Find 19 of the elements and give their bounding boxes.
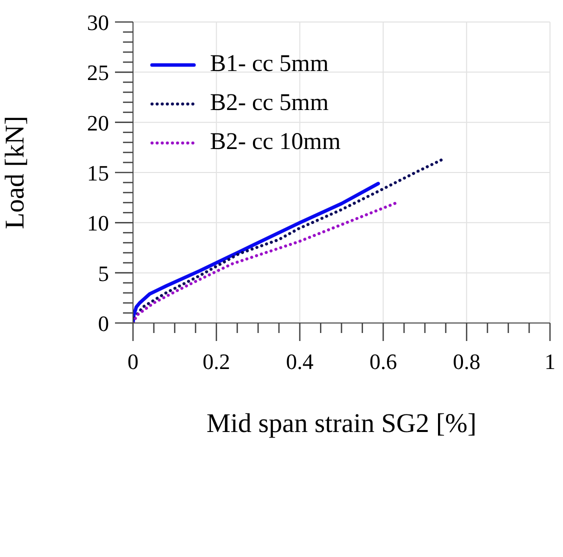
x-tick-label: 0.8 xyxy=(452,349,480,374)
legend-label: B2- cc 10mm xyxy=(210,129,341,156)
legend-label: B2- cc 5mm xyxy=(210,90,329,117)
x-tick-label: 0.6 xyxy=(369,349,397,374)
y-tick-label: 0 xyxy=(98,311,109,336)
x-tick-label: 0.4 xyxy=(286,349,314,374)
y-tick-label: 5 xyxy=(98,260,109,286)
legend-label: B1- cc 5mm xyxy=(210,51,329,78)
y-tick-label: 25 xyxy=(87,60,109,86)
y-tick-label: 30 xyxy=(87,10,109,35)
x-tick-label: 0.2 xyxy=(202,349,230,374)
y-tick-label: 20 xyxy=(87,110,109,136)
x-tick-label: 0 xyxy=(128,349,138,374)
line-series xyxy=(133,182,380,323)
x-tick-label: 1 xyxy=(544,349,556,374)
y-tick-label: 15 xyxy=(87,160,109,186)
x-axis-title: Mid span strain SG2 [%] xyxy=(206,408,476,438)
y-axis-title: Load [kN] xyxy=(0,116,30,230)
y-tick-label: 10 xyxy=(87,210,109,236)
